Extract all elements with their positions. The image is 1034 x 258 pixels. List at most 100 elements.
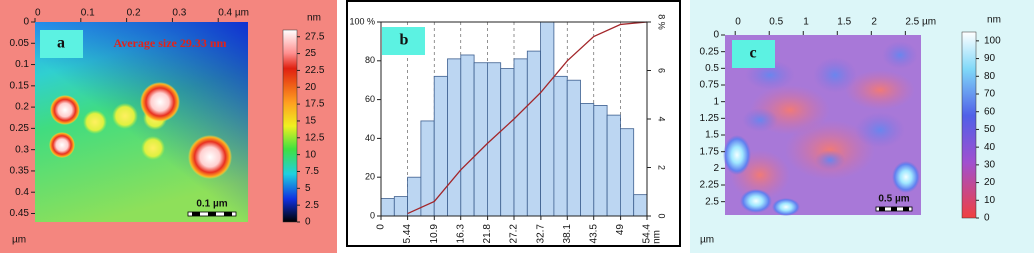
x-tick-label: 0.5 (769, 17, 783, 28)
scale-bar-segment (224, 212, 232, 216)
colorbar-tick-label: 15 (305, 116, 317, 127)
scale-bar-label: 0.1 µm (196, 199, 227, 210)
scale-bar-label: 0.5 µm (878, 194, 909, 205)
colorbar-tick-label: 12.5 (305, 132, 325, 143)
y-tick-label: 0.2 (15, 102, 29, 113)
y2-tick-label: 2 (657, 165, 667, 170)
x-tick-label: 21.8 (482, 224, 493, 244)
axis-unit: µm (700, 235, 714, 246)
bar (393, 196, 408, 217)
bar (433, 75, 448, 217)
label-box (382, 27, 425, 55)
scale-bar-segment (879, 207, 885, 211)
bar (486, 62, 502, 217)
y-tick-label: 1.5 (705, 130, 719, 141)
y-tick-label: 0.75 (700, 80, 720, 91)
cumulative-line (407, 21, 648, 215)
bar (620, 128, 635, 217)
scale-bar-segment (192, 212, 200, 216)
bar (580, 103, 595, 217)
colorbar-tick-label: 5 (305, 183, 311, 194)
colorbar-tick-label: 2.5 (305, 200, 319, 211)
x-tick-label: 2.5 µm (905, 17, 936, 28)
plot-frame (380, 21, 648, 217)
colorbar-tick-label: 100 (984, 35, 1001, 46)
y2-tick-label: 8 % (657, 14, 667, 30)
bar (500, 68, 515, 217)
bar (380, 198, 395, 217)
x-tick-label: 0 (35, 8, 41, 19)
colorbar-label: nm (307, 13, 321, 24)
y-tick-label: 0.25 (700, 46, 720, 57)
y-tick-label: 0.15 (10, 80, 30, 91)
x-tick-label: 43.5 (588, 224, 599, 244)
colorbar-tick-label: 0 (305, 217, 311, 228)
bar (606, 114, 621, 217)
panel-label: c (749, 45, 756, 62)
x-tick-label: 5.44 (402, 224, 413, 244)
x-tick-label: 16.3 (455, 224, 466, 244)
x-tick-label: 38.1 (562, 224, 573, 244)
x-tick-label: 0.2 (127, 8, 141, 19)
y-tick-label: 80 (365, 55, 375, 65)
bar (473, 62, 488, 217)
y-tick-label: 1 (713, 96, 719, 107)
y-tick-label: 1.75 (700, 146, 720, 157)
colorbar-tick-label: 20 (984, 177, 996, 188)
y2-tick-label: 4 (657, 116, 667, 121)
scale-bar-segment (208, 212, 216, 216)
colorbar-tick-label: 0 (984, 213, 990, 224)
x-tick-label: 27.2 (509, 224, 520, 244)
y-tick-label: 0 (370, 210, 375, 220)
x-tick-label: 0.1 (81, 8, 95, 19)
y-tick-label: 2.5 (705, 196, 719, 207)
x-tick-label: 2 (871, 17, 877, 28)
colorbar-tick-label: 7.5 (305, 166, 319, 177)
bar (526, 50, 541, 217)
colorbar-tick-label: 50 (984, 124, 996, 135)
colorbar (961, 31, 977, 219)
x-tick-label: 0 (376, 224, 387, 230)
colorbar-tick-label: 10 (984, 195, 996, 206)
axis-unit: µm (12, 235, 26, 246)
colorbar-tick-label: 20 (305, 82, 317, 93)
y-tick-label: 0 (713, 30, 719, 41)
x-axis-label: nm (652, 230, 663, 244)
x-tick-label: 32.7 (536, 224, 547, 244)
colorbar (282, 29, 298, 223)
y-tick-label: 0 (23, 17, 29, 28)
colorbar-tick-label: 25 (305, 48, 317, 59)
bar (553, 75, 568, 217)
colorbar-label: nm (987, 15, 1001, 26)
y-tick-label: 2.25 (700, 180, 720, 191)
panel-label: a (57, 35, 65, 52)
colorbar-tick-label: 27.5 (305, 31, 325, 42)
y-tick-label: 0.5 (705, 63, 719, 74)
y-tick-label: 60 (365, 94, 375, 104)
y-tick-label: 1.25 (700, 113, 720, 124)
colorbar-tick-label: 80 (984, 71, 996, 82)
x-tick-label: 0 (735, 17, 741, 28)
y-tick-label: 0.05 (10, 38, 30, 49)
y-tick-label: 40 (365, 133, 375, 143)
panel-label: b (400, 32, 409, 49)
x-tick-label: 0.4 µm (218, 8, 249, 19)
x-tick-label: 10.9 (429, 224, 440, 244)
bar (447, 58, 462, 217)
bar (513, 58, 528, 217)
y-tick-label: 0.1 (15, 59, 29, 70)
y-tick-label: 0.4 (15, 187, 29, 198)
y-tick-label: 0.35 (10, 166, 30, 177)
scale-bar-segment (891, 207, 897, 211)
colorbar-tick-label: 70 (984, 89, 996, 100)
scale-bar-segment (903, 207, 909, 211)
bar (540, 21, 555, 217)
colorbar-tick-label: 22.5 (305, 65, 325, 76)
colorbar-tick-label: 90 (984, 53, 996, 64)
y-tick-label: 20 (365, 172, 375, 182)
colorbar-tick-label: 40 (984, 142, 996, 153)
bar (566, 79, 581, 217)
y2-tick-label: 6 (657, 68, 667, 73)
